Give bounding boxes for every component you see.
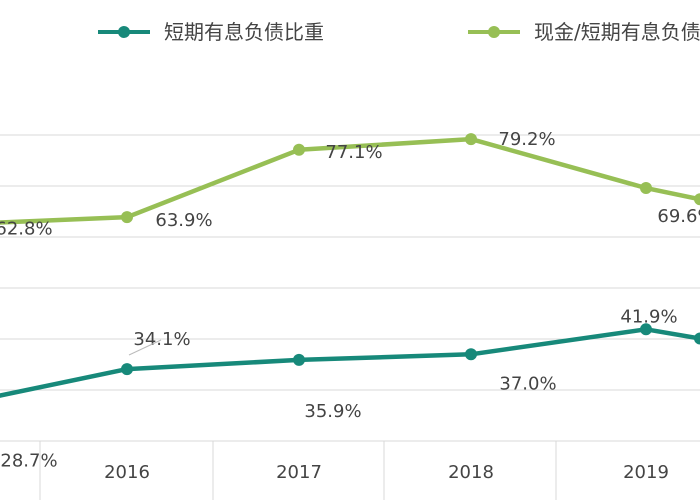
series-2-point-3 <box>465 133 477 146</box>
series-1-data-label-0: 28.7% <box>0 451 57 472</box>
series-1-point-5 <box>694 332 700 345</box>
x-tick-label-2016: 2016 <box>104 462 150 483</box>
series-layer <box>0 133 700 398</box>
series-1-data-label-2: 35.9% <box>304 401 361 422</box>
series-1-point-4 <box>640 323 652 336</box>
axis-layer: 2016 2017 2018 2019 <box>39 441 669 500</box>
series-1-data-label-1: 34.1% <box>133 329 190 350</box>
series-2-data-label-1: 63.9% <box>155 210 212 231</box>
series-1-point-2 <box>293 353 305 366</box>
series-2-data-label-4: 69.6% <box>657 206 700 227</box>
series-1-point-1 <box>121 363 133 376</box>
series-2-point-2 <box>293 143 305 156</box>
legend-marker-1 <box>118 26 130 38</box>
x-tick-label-2019: 2019 <box>623 462 669 483</box>
series-line-2 <box>0 136 700 225</box>
series-2-point-4 <box>640 182 652 195</box>
series-1-data-label-4: 41.9% <box>620 306 677 327</box>
series-line-1 <box>0 327 700 398</box>
legend-label-2: 现金/短期有息负债 <box>534 20 700 44</box>
series-2-data-label-0: 62.8% <box>0 219 53 240</box>
leader-line-0 <box>128 339 162 356</box>
series-2-data-label-3: 79.2% <box>498 129 555 150</box>
x-tick-label-2018: 2018 <box>448 462 494 483</box>
series-2-point-1 <box>121 211 133 224</box>
series-2-data-label-2: 77.1% <box>325 142 382 163</box>
legend: 短期有息负债比重 现金/短期有息负债 <box>98 20 700 44</box>
series-1-point-3 <box>465 348 477 361</box>
legend-marker-2 <box>488 26 500 38</box>
series-1-data-label-3: 37.0% <box>499 373 556 394</box>
legend-label-1: 短期有息负债比重 <box>164 20 324 44</box>
grid-layer <box>0 134 700 442</box>
x-tick-label-2017: 2017 <box>276 462 322 483</box>
series-2-point-5 <box>694 193 700 206</box>
label-layer: 28.7% 34.1% 35.9% 37.0% 41.9% 62.8% 63.9% 77.1%… <box>0 129 700 472</box>
